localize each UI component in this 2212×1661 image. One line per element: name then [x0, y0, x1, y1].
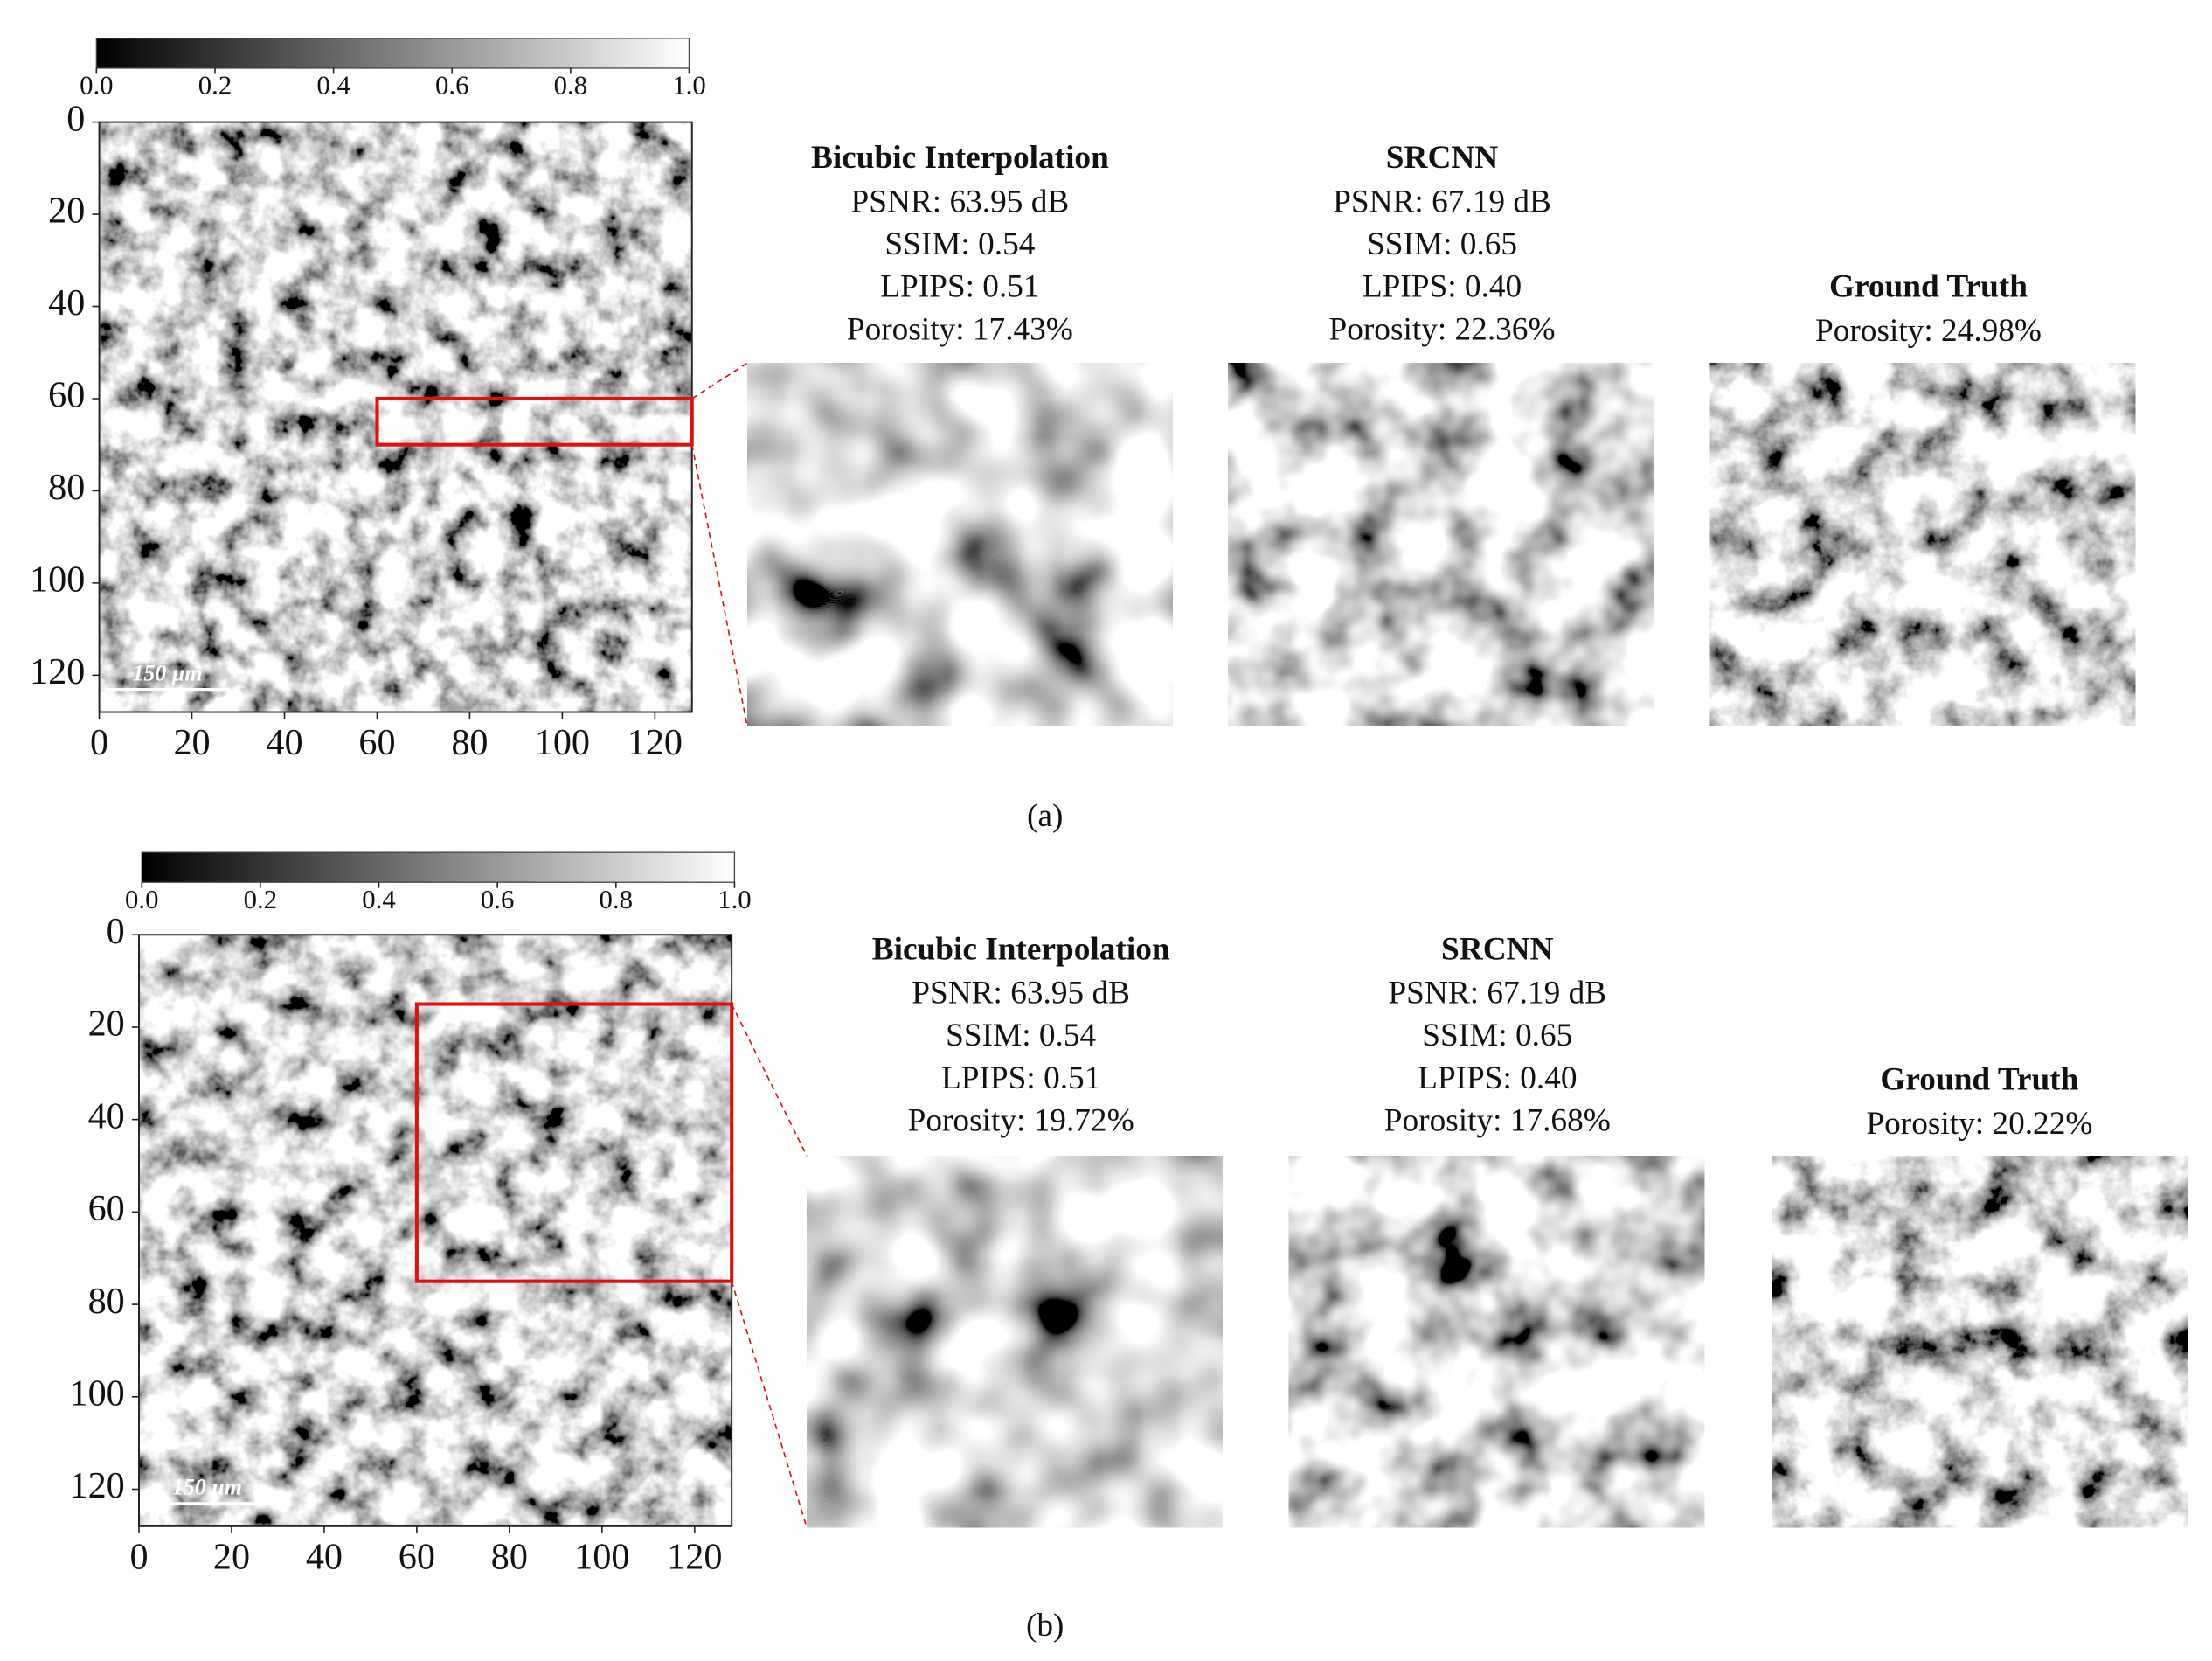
zoom-metric: Porosity: 17.68% [1384, 1103, 1611, 1139]
colorbar-tick-label: 0.0 [125, 885, 159, 914]
zoom-metric: PSNR: 67.19 dB [1333, 184, 1551, 219]
zoom-metric: LPIPS: 0.51 [880, 269, 1039, 305]
x-tick-label: 40 [266, 722, 302, 763]
zoom-region [414, 1002, 734, 1283]
colorbar-tick-label: 0.0 [80, 71, 114, 101]
y-tick-label: 60 [88, 1188, 125, 1229]
y-tick-label: 80 [48, 467, 85, 508]
x-tick-label: 120 [628, 722, 683, 763]
y-tick-label: 120 [70, 1465, 125, 1506]
colorbar-tick-label: 1.0 [672, 71, 706, 101]
scale-bar-label: 150 μm [132, 660, 202, 685]
colorbar-tick-label: 0.2 [244, 885, 278, 914]
zoom-connector [731, 1004, 808, 1157]
y-tick-label: 20 [88, 1004, 125, 1045]
scale-bar-label: 150 μm [172, 1475, 242, 1500]
zoom-title: Bicubic Interpolation [811, 140, 1109, 176]
zoom-image [747, 363, 1173, 726]
zoom-connector [691, 362, 748, 400]
x-tick-label: 40 [306, 1536, 343, 1577]
zoom-metric: Porosity: 22.36% [1329, 311, 1556, 347]
zoom-metric: LPIPS: 0.40 [1418, 1060, 1577, 1096]
zoom-title: Bicubic Interpolation [872, 931, 1170, 967]
zoom-title: Ground Truth [1880, 1062, 2078, 1098]
colorbar-tick-label: 0.4 [362, 885, 396, 914]
zoom-metric: Porosity: 17.43% [847, 311, 1073, 347]
zoom-metric: LPIPS: 0.40 [1363, 269, 1522, 305]
ct-image [138, 935, 732, 1526]
colorbar [141, 851, 736, 883]
y-tick-label: 80 [88, 1281, 125, 1322]
zoom-title: Ground Truth [1829, 269, 2028, 305]
x-tick-label: 80 [451, 722, 488, 763]
colorbar-tick-label: 0.8 [600, 885, 634, 914]
ct-image [99, 122, 692, 712]
x-tick-label: 120 [667, 1536, 722, 1577]
y-tick-label: 40 [48, 282, 85, 323]
x-tick-label: 0 [129, 1536, 148, 1577]
y-tick-label: 120 [30, 651, 85, 692]
zoom-image [1288, 1156, 1705, 1528]
panel-caption: (b) [1026, 1608, 1064, 1644]
colorbar-tick-label: 0.8 [554, 71, 588, 101]
zoom-region [375, 396, 694, 447]
x-tick-label: 80 [491, 1536, 528, 1577]
x-tick-label: 20 [173, 722, 210, 763]
zoom-image [1772, 1156, 2188, 1528]
zoom-metric: SSIM: 0.54 [884, 226, 1035, 262]
colorbar-tick-label: 0.6 [481, 885, 515, 914]
zoom-connector [731, 1281, 808, 1528]
x-tick-label: 60 [358, 722, 395, 763]
zoom-connector [690, 444, 748, 726]
zoom-image [807, 1156, 1223, 1528]
zoom-title: SRCNN [1386, 140, 1499, 176]
colorbar-tick-label: 0.2 [198, 71, 232, 101]
zoom-metric: SSIM: 0.65 [1367, 226, 1517, 262]
x-tick-label: 100 [574, 1536, 629, 1577]
x-tick-label: 0 [90, 722, 108, 763]
zoom-metric: Porosity: 19.72% [908, 1103, 1134, 1139]
panel-caption: (a) [1027, 798, 1063, 834]
colorbar-tick-label: 1.0 [718, 885, 752, 914]
zoom-metric: PSNR: 63.95 dB [912, 976, 1130, 1011]
x-tick-label: 60 [399, 1536, 435, 1577]
x-tick-label: 100 [535, 722, 590, 763]
zoom-image [1709, 363, 2136, 726]
zoom-metric: Porosity: 24.98% [1815, 313, 2042, 349]
y-tick-label: 20 [48, 191, 85, 232]
y-tick-label: 100 [30, 559, 85, 601]
colorbar-tick-label: 0.6 [435, 71, 469, 101]
zoom-metric: SSIM: 0.65 [1422, 1018, 1572, 1053]
zoom-metric: PSNR: 63.95 dB [851, 184, 1070, 219]
y-tick-label: 0 [107, 911, 125, 952]
y-tick-label: 60 [48, 375, 85, 416]
colorbar-tick-label: 0.4 [316, 71, 350, 101]
zoom-title: SRCNN [1441, 931, 1554, 967]
zoom-metric: Porosity: 20.22% [1866, 1106, 2092, 1142]
colorbar [95, 38, 690, 69]
y-tick-label: 100 [70, 1373, 125, 1414]
y-tick-label: 40 [88, 1095, 125, 1136]
zoom-image [1228, 363, 1654, 726]
x-tick-label: 20 [213, 1536, 250, 1577]
zoom-metric: PSNR: 67.19 dB [1388, 976, 1606, 1011]
y-tick-label: 0 [66, 98, 85, 139]
zoom-metric: LPIPS: 0.51 [941, 1060, 1100, 1096]
zoom-metric: SSIM: 0.54 [946, 1018, 1096, 1053]
